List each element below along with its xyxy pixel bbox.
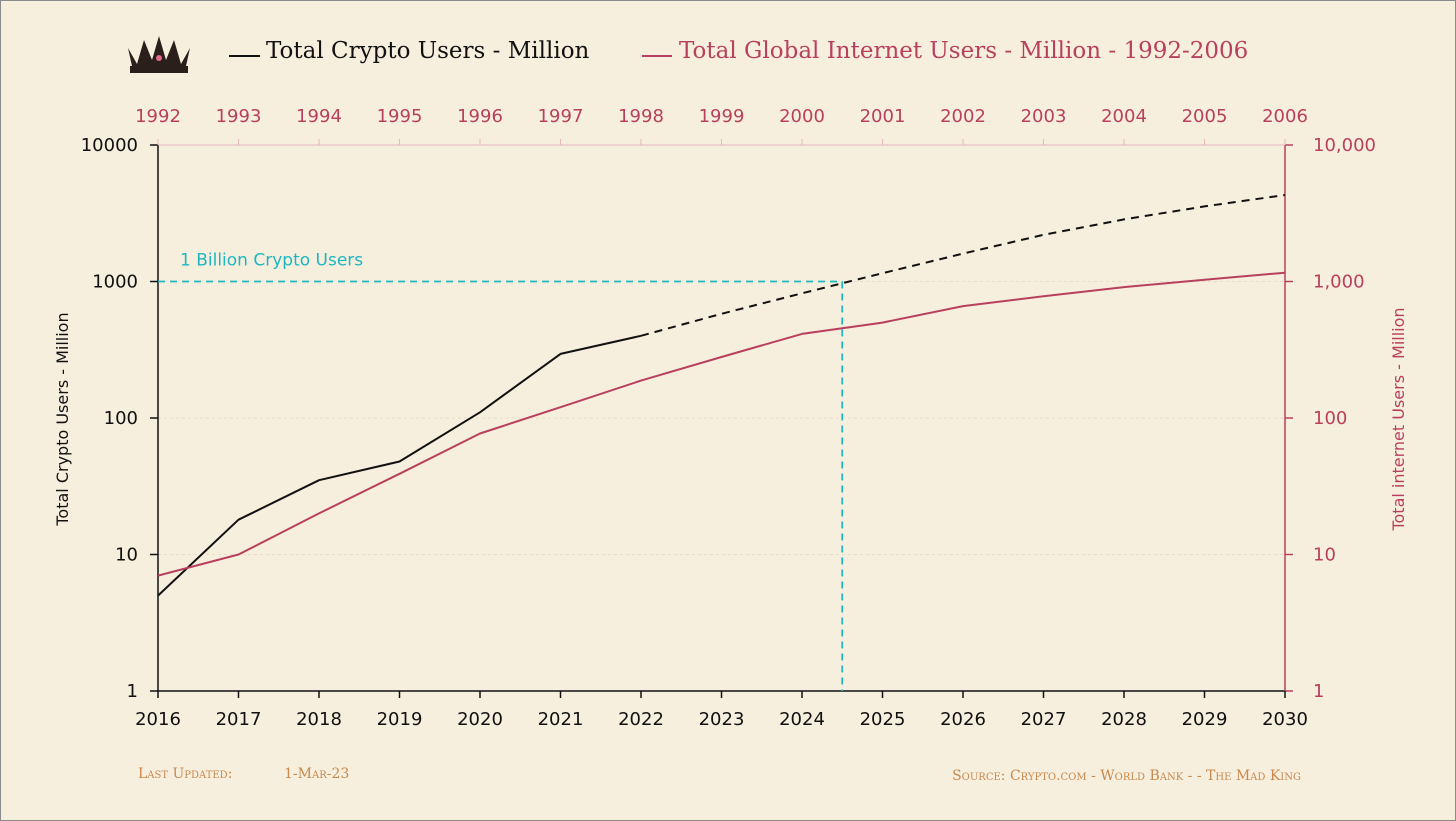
crypto-users-projected-line <box>640 194 1286 337</box>
x-bottom-tick-label: 2021 <box>538 709 584 730</box>
y-left-tick-label: 10000 <box>81 135 138 156</box>
y-right-tick-label: 100 <box>1313 408 1347 429</box>
x-bottom-tick-label: 2025 <box>860 709 906 730</box>
x-bottom-tick-label: 2017 <box>216 709 262 730</box>
x-bottom-tick-label: 2020 <box>457 709 503 730</box>
legend-internet-label: Total Global Internet Users - Million - … <box>679 38 1248 64</box>
x-top-tick-label: 2004 <box>1101 106 1147 127</box>
x-bottom-tick-label: 2024 <box>779 709 825 730</box>
last-updated-value: 1-Mar-23 <box>284 766 349 782</box>
x-bottom-tick-label: 2019 <box>377 709 423 730</box>
x-top-tick-label: 1992 <box>135 106 181 127</box>
tick-labels: 1 10 100 1000 10000 1 10 100 1,000 10,000 2016 2017… <box>81 106 1376 730</box>
source-text: Source: Crypto.com - World Bank - - The … <box>952 768 1301 784</box>
y-left-tick-label: 1 <box>127 681 138 702</box>
x-top-tick-label: 1995 <box>377 106 423 127</box>
y-left-tick-label: 1000 <box>92 272 138 293</box>
series-lines <box>157 194 1286 597</box>
y-left-axis-title: Total Crypto Users - Million <box>53 312 72 526</box>
x-top-tick-label: 1993 <box>216 106 262 127</box>
legend: Total Crypto Users - Million Total Globa… <box>229 38 1248 64</box>
crypto-users-line <box>157 334 642 597</box>
x-top-tick-label: 2001 <box>860 106 906 127</box>
x-top-tick-label: 1996 <box>457 106 503 127</box>
x-bottom-tick-label: 2028 <box>1101 709 1147 730</box>
y-left-tick-label: 100 <box>104 408 138 429</box>
annotation: 1 Billion Crypto Users <box>158 251 844 691</box>
x-top-tick-label: 1994 <box>296 106 342 127</box>
x-bottom-tick-label: 2016 <box>135 709 181 730</box>
annotation-label: 1 Billion Crypto Users <box>180 251 363 271</box>
legend-crypto-label: Total Crypto Users - Million <box>266 38 590 64</box>
crown-icon <box>128 36 190 73</box>
last-updated-label: Last Updated: <box>138 766 232 782</box>
x-bottom-tick-label: 2027 <box>1021 709 1067 730</box>
axes <box>150 139 1293 698</box>
x-bottom-tick-label: 2018 <box>296 709 342 730</box>
x-bottom-tick-label: 2029 <box>1182 709 1228 730</box>
x-top-tick-label: 1998 <box>618 106 664 127</box>
internet-users-line <box>157 271 1286 577</box>
x-top-tick-label: 1999 <box>699 106 745 127</box>
x-top-tick-label: 1997 <box>538 106 584 127</box>
gridlines <box>158 281 1285 555</box>
x-top-tick-label: 2000 <box>779 106 825 127</box>
y-right-tick-label: 10 <box>1313 545 1336 566</box>
y-right-tick-label: 10,000 <box>1313 135 1376 156</box>
x-bottom-tick-label: 2026 <box>940 709 986 730</box>
x-top-tick-label: 2006 <box>1262 106 1308 127</box>
x-bottom-tick-label: 2030 <box>1262 709 1308 730</box>
x-top-tick-label: 2003 <box>1021 106 1067 127</box>
x-bottom-tick-label: 2023 <box>699 709 745 730</box>
x-top-tick-label: 2002 <box>940 106 986 127</box>
x-top-tick-label: 2005 <box>1182 106 1228 127</box>
y-right-axis-title: Total internet Users - Million <box>1389 307 1408 531</box>
y-right-tick-label: 1,000 <box>1313 272 1365 293</box>
y-right-tick-label: 1 <box>1313 681 1324 702</box>
x-bottom-tick-label: 2022 <box>618 709 664 730</box>
y-left-tick-label: 10 <box>115 545 138 566</box>
